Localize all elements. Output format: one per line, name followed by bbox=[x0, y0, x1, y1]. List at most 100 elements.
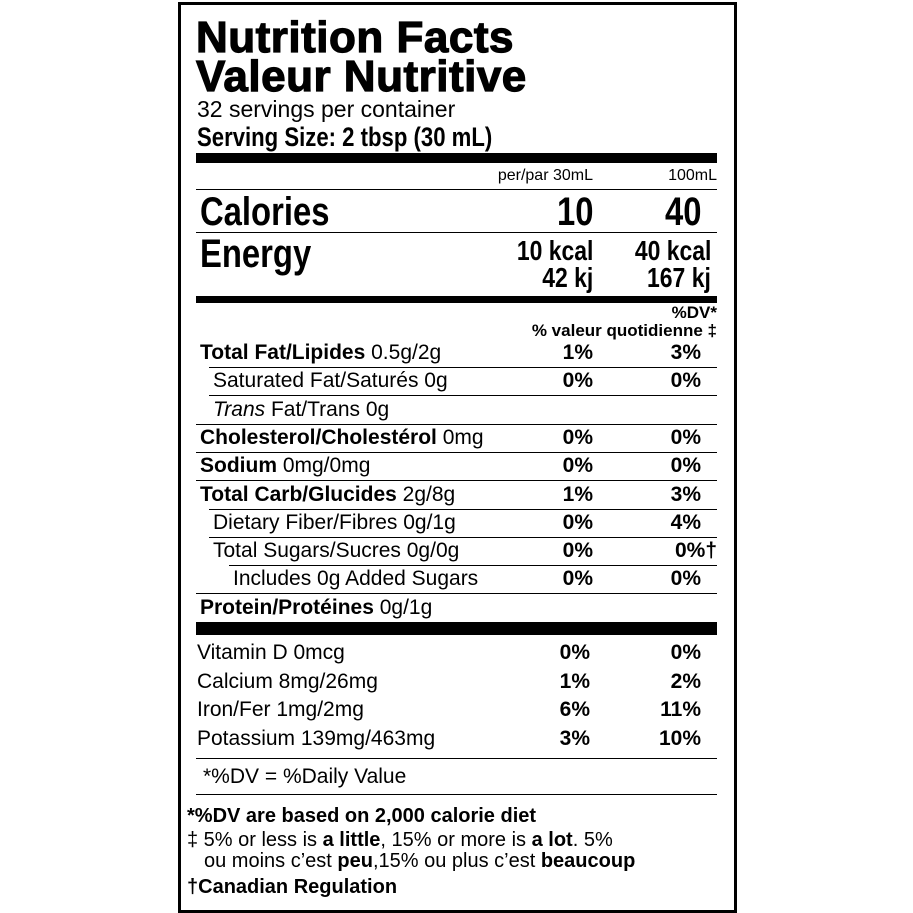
vitamin-dv-100ml: 2% bbox=[670, 669, 701, 693]
nutrition-label bbox=[178, 2, 737, 913]
vitamin-dv-100ml: 0% bbox=[670, 641, 701, 664]
nutrient-dv: 0% bbox=[562, 369, 593, 393]
nutrient-dv-100ml: 3% bbox=[670, 482, 701, 506]
nutrient-row: Saturated Fat/Saturés 0g bbox=[213, 368, 448, 394]
footer-line-1: *%DV are based on 2,000 calorie diet bbox=[187, 805, 537, 827]
footer-segment: , 15% or more is bbox=[380, 829, 532, 851]
nutrient-amount: 0.5g/2g bbox=[365, 341, 442, 364]
footer-segment: ‡ 5% or less is bbox=[187, 829, 323, 851]
divider bbox=[196, 794, 717, 795]
nutrient-amount: 0mg bbox=[436, 425, 484, 449]
footer-segment: ,15% ou plus c’est bbox=[372, 850, 541, 872]
energy-kcal-100ml: 40 kcal bbox=[634, 235, 711, 266]
nutrient-name: Total Sugars/Sucres 0g/0g bbox=[213, 539, 460, 563]
nutrient-name: Sodium bbox=[200, 454, 277, 478]
dv-note: *%DV = %Daily Value bbox=[203, 765, 407, 788]
divider bbox=[229, 565, 717, 567]
vitamin-dv: 6% bbox=[559, 698, 590, 721]
vitamin-dv: 3% bbox=[559, 726, 590, 750]
divider bbox=[196, 153, 717, 163]
nutrient-name: Total Fat/Lipides bbox=[200, 341, 366, 364]
divider bbox=[196, 622, 717, 635]
vitamin-name: Calcium 8mg/26mg bbox=[197, 669, 378, 693]
divider bbox=[196, 423, 717, 425]
vitamin-dv: 0% bbox=[559, 641, 590, 664]
calories-100ml: 40 bbox=[664, 190, 701, 234]
servings-per-container: 32 servings per container bbox=[197, 96, 456, 122]
energy-kj-100ml: 167 kj bbox=[647, 262, 711, 293]
nutrient-dv-100ml: 0% bbox=[670, 454, 701, 478]
divider bbox=[196, 758, 717, 759]
vitamin-name: Vitamin D 0mcg bbox=[197, 641, 345, 664]
footer-segment: beaucoup bbox=[540, 850, 636, 872]
vitamin-dv-100ml: 10% bbox=[658, 726, 701, 750]
nutrient-row: Total Sugars/Sucres 0g/0g bbox=[213, 538, 459, 564]
nutrient-dv: 0% bbox=[562, 454, 593, 478]
nutrient-dv-100ml: 0% bbox=[670, 567, 701, 591]
footer-segment: . 5% bbox=[572, 829, 613, 851]
nutrient-row: Dietary Fiber/Fibres 0g/1g bbox=[213, 510, 456, 536]
nutrient-dv-100ml: 4% bbox=[670, 510, 701, 534]
divider bbox=[196, 296, 717, 303]
nutrient-name: Protein/Protéines bbox=[200, 595, 374, 619]
divider bbox=[196, 189, 717, 190]
calories-per: 10 bbox=[556, 190, 593, 234]
vitamin-dv: 1% bbox=[559, 669, 590, 693]
footer-line-4: †Canadian Regulation bbox=[187, 876, 398, 898]
divider bbox=[209, 508, 717, 510]
vitamin-name: Potassium 139mg/463mg bbox=[197, 726, 436, 750]
divider bbox=[196, 480, 717, 482]
nutrient-name: Total Carb/Glucides bbox=[200, 482, 397, 506]
divider bbox=[196, 232, 717, 233]
footer-segment: peu bbox=[337, 850, 373, 872]
nutrient-row: Total Carb/Glucides 2g/8g bbox=[200, 482, 455, 508]
calories-label: Calories bbox=[200, 190, 330, 234]
nutrient-amount: 0g/1g bbox=[373, 595, 433, 619]
nutrient-dv: 0% bbox=[562, 510, 593, 534]
divider bbox=[209, 536, 717, 538]
footer-line-3: ou moins c’est peu,15% ou plus c’est bea… bbox=[204, 850, 635, 873]
nutrient-dv: 0% bbox=[562, 567, 593, 591]
divider bbox=[196, 451, 717, 453]
footer-segment: ou moins c’est bbox=[204, 850, 338, 872]
nutrient-name: Cholesterol/Cholestérol bbox=[200, 425, 437, 449]
nutrient-amount: 0mg/0mg bbox=[277, 454, 371, 478]
energy-kcal-per: 10 kcal bbox=[516, 235, 593, 266]
vitamin-dv-100ml: 11% bbox=[660, 698, 701, 721]
serving-size: Serving Size: 2 tbsp (30 mL) bbox=[197, 122, 493, 152]
divider bbox=[209, 367, 717, 368]
nutrient-dv: 1% bbox=[562, 341, 593, 364]
dv-header-fr: % valeur quotidienne ‡ bbox=[531, 321, 717, 340]
energy-label: Energy bbox=[200, 232, 312, 276]
nutrient-dv: 0% bbox=[562, 425, 593, 449]
nutrient-name: Saturated Fat/Saturés 0g bbox=[213, 369, 448, 393]
nutrient-row: Includes 0g Added Sugars bbox=[233, 566, 478, 592]
nutrient-name-italic: Trans bbox=[213, 397, 266, 421]
divider bbox=[196, 593, 717, 595]
col-header-100ml: 100mL bbox=[668, 167, 717, 184]
nutrient-dv-100ml: 0% bbox=[670, 425, 701, 449]
nutrient-name: Includes 0g Added Sugars bbox=[233, 567, 479, 591]
col-header-per: per/par 30mL bbox=[497, 167, 593, 184]
footer-segment: a lot bbox=[531, 829, 573, 851]
nutrient-name: Fat/Trans 0g bbox=[265, 397, 390, 421]
nutrient-name: Dietary Fiber/Fibres 0g/1g bbox=[213, 510, 456, 534]
footer-segment: a little bbox=[322, 829, 381, 851]
nutrient-dv: 1% bbox=[562, 482, 593, 506]
nutrient-row: Protein/Protéines 0g/1g bbox=[200, 595, 432, 621]
footer-line-2: ‡ 5% or less is a little, 15% or more is… bbox=[187, 829, 613, 852]
nutrient-dv-100ml: 3% bbox=[670, 341, 701, 364]
energy-kj-per: 42 kj bbox=[541, 262, 593, 293]
nutrient-dv: 0% bbox=[562, 539, 593, 563]
nutrient-dv-100ml: 0%† bbox=[674, 539, 717, 563]
nutrient-row: Sodium 0mg/0mg bbox=[200, 453, 370, 479]
divider bbox=[209, 395, 717, 397]
nutrient-amount: 2g/8g bbox=[396, 482, 456, 506]
dv-header: %DV* bbox=[671, 303, 717, 322]
vitamin-name: Iron/Fer 1mg/2mg bbox=[197, 698, 364, 721]
nutrient-row: Trans Fat/Trans 0g bbox=[213, 397, 389, 423]
title-fr: Valeur Nutritive bbox=[195, 52, 527, 101]
nutrient-row: Total Fat/Lipides 0.5g/2g bbox=[200, 340, 441, 366]
nutrient-dv-100ml: 0% bbox=[670, 369, 701, 393]
title-en: Nutrition Facts bbox=[195, 13, 514, 62]
